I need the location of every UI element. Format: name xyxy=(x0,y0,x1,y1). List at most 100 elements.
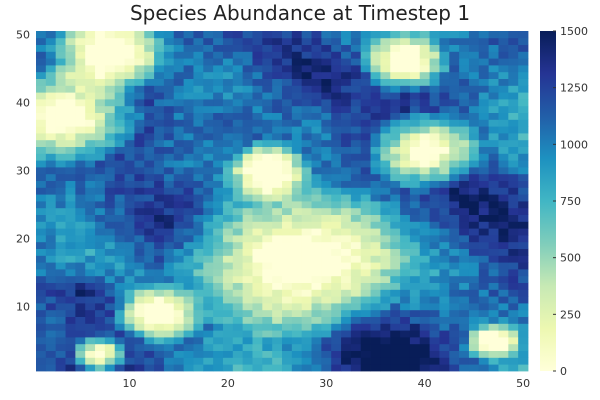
heatmap-cell xyxy=(85,296,96,304)
heatmap-cell xyxy=(222,85,234,93)
heatmap-cell xyxy=(429,269,440,277)
heatmap-cell xyxy=(183,180,194,188)
heatmap-cell xyxy=(203,194,214,202)
heatmap-cell xyxy=(114,241,125,249)
heatmap-cell xyxy=(65,228,76,236)
heatmap-cell xyxy=(104,173,116,181)
heatmap-cell xyxy=(331,343,342,351)
heatmap-cell xyxy=(262,330,273,338)
heatmap-cell xyxy=(498,105,509,113)
heatmap-cell xyxy=(459,207,470,215)
heatmap-cell xyxy=(45,207,57,215)
heatmap-cell xyxy=(154,37,165,45)
heatmap-cell xyxy=(154,357,165,365)
heatmap-cell xyxy=(252,180,263,188)
heatmap-cell xyxy=(390,255,401,263)
heatmap-cell xyxy=(488,71,499,79)
heatmap-cell xyxy=(222,330,234,338)
heatmap-cell xyxy=(429,71,440,79)
heatmap-cell xyxy=(498,337,509,345)
heatmap-cell xyxy=(95,105,106,113)
heatmap-cell xyxy=(55,85,66,93)
heatmap-cell xyxy=(36,187,47,195)
heatmap-cell xyxy=(449,228,460,236)
heatmap-cell xyxy=(311,269,322,277)
heatmap-cell xyxy=(272,194,283,202)
heatmap-cell xyxy=(341,160,352,168)
heatmap-cell xyxy=(173,337,184,345)
heatmap-cell xyxy=(508,173,519,181)
heatmap-cell xyxy=(409,323,421,331)
heatmap-cell xyxy=(222,221,234,229)
heatmap-cell xyxy=(370,275,381,283)
heatmap-cell xyxy=(409,350,421,358)
heatmap-cell xyxy=(65,65,76,73)
heatmap-cell xyxy=(242,58,253,66)
heatmap-cell xyxy=(272,71,283,79)
heatmap-cell xyxy=(163,343,175,351)
heatmap-cell xyxy=(331,323,342,331)
heatmap-cell xyxy=(419,187,430,195)
heatmap-cell xyxy=(193,330,204,338)
heatmap-cell xyxy=(449,133,460,141)
heatmap-cell xyxy=(321,330,332,338)
heatmap-cell xyxy=(252,309,263,317)
heatmap-cell xyxy=(95,112,106,120)
heatmap-cell xyxy=(311,105,322,113)
heatmap-cell xyxy=(291,126,303,134)
heatmap-cell xyxy=(193,235,204,243)
heatmap-cell xyxy=(95,51,106,59)
heatmap-cell xyxy=(459,316,470,324)
heatmap-cell xyxy=(360,248,371,256)
heatmap-cell xyxy=(518,173,529,181)
heatmap-cell xyxy=(183,44,194,52)
heatmap-cell xyxy=(488,235,499,243)
heatmap-cell xyxy=(282,119,293,127)
heatmap-cell xyxy=(409,309,421,317)
heatmap-cell xyxy=(154,248,165,256)
heatmap-cell xyxy=(350,309,362,317)
heatmap-cell xyxy=(331,269,342,277)
heatmap-cell xyxy=(301,187,312,195)
heatmap-cell xyxy=(478,269,490,277)
heatmap-cell xyxy=(213,343,224,351)
heatmap-cell xyxy=(508,160,519,168)
heatmap-cell xyxy=(144,296,155,304)
heatmap-cell xyxy=(55,357,66,365)
heatmap-cell xyxy=(262,337,273,345)
heatmap-cell xyxy=(488,214,499,222)
heatmap-cell xyxy=(213,37,224,45)
heatmap-cell xyxy=(242,194,253,202)
heatmap-cell xyxy=(104,119,116,127)
heatmap-cell xyxy=(360,269,371,277)
heatmap-cell xyxy=(321,105,332,113)
heatmap-cell xyxy=(321,92,332,100)
heatmap-cell xyxy=(252,119,263,127)
heatmap-cell xyxy=(173,207,184,215)
heatmap-cell xyxy=(478,133,490,141)
heatmap-cell xyxy=(272,187,283,195)
heatmap-cell xyxy=(95,78,106,86)
heatmap-cell xyxy=(203,126,214,134)
heatmap-cell xyxy=(301,350,312,358)
heatmap-cell xyxy=(95,343,106,351)
heatmap-cell xyxy=(488,269,499,277)
heatmap-cell xyxy=(429,207,440,215)
heatmap-cell xyxy=(75,139,86,147)
heatmap-cell xyxy=(508,201,519,209)
heatmap-cell xyxy=(124,153,135,161)
heatmap-cell xyxy=(242,241,253,249)
heatmap-cell xyxy=(252,37,263,45)
heatmap-cell xyxy=(390,235,401,243)
heatmap-cell xyxy=(45,248,57,256)
heatmap-cell xyxy=(498,241,509,249)
heatmap-cell xyxy=(252,78,263,86)
heatmap-cell xyxy=(370,228,381,236)
heatmap-cell xyxy=(173,330,184,338)
heatmap-cell xyxy=(85,105,96,113)
heatmap-cell xyxy=(173,153,184,161)
heatmap-cell xyxy=(360,112,371,120)
heatmap-cell xyxy=(439,337,450,345)
heatmap-cell xyxy=(85,248,96,256)
heatmap-cell xyxy=(272,146,283,154)
